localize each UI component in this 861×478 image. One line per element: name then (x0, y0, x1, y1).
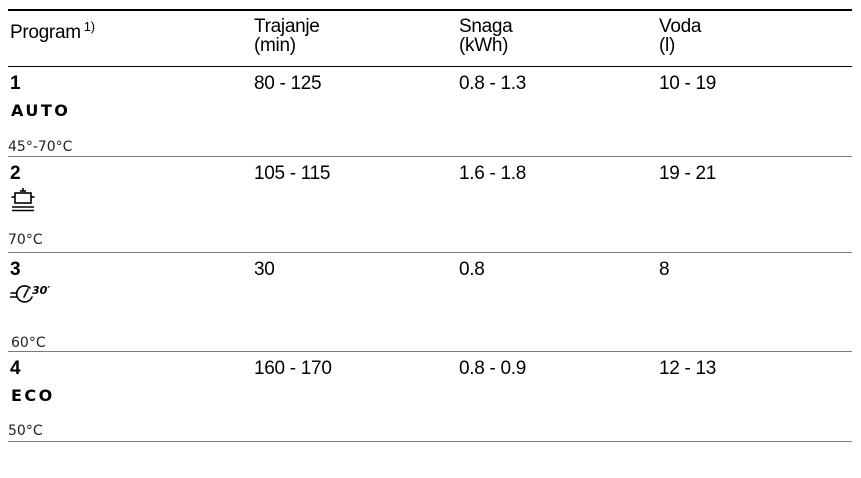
program-name-eco: ECO (11, 385, 55, 405)
header-program: Program 1) (8, 9, 252, 67)
duration-value: 160 - 170 (254, 357, 332, 379)
program-number: 4 (10, 357, 21, 379)
table-row: 2 70°C 1 (8, 156, 852, 253)
header-program-footnote: 1) (83, 19, 95, 34)
header-power: Snaga (kWh) (457, 9, 657, 67)
program-name-auto: AUTO (11, 100, 71, 120)
header-program-label: Program (10, 22, 81, 43)
table-row: 3 30′ 60°C 30 0.8 8 (8, 252, 852, 352)
power-value: 1.6 - 1.8 (459, 162, 527, 184)
program-table: Program 1) Trajanje (min) Snaga (kWh) Voda(… (8, 9, 852, 442)
svg-text:30′: 30′ (32, 284, 50, 297)
water-value: 12 - 13 (659, 357, 717, 379)
duration-value: 105 - 115 (254, 162, 331, 184)
program-temperature: 70°C (8, 231, 43, 248)
table-header-row: Program 1) Trajanje (min) Snaga (kWh) Voda(… (8, 9, 852, 67)
program-cell: 3 30′ 60°C (8, 252, 252, 352)
header-water: Voda (l) (657, 9, 852, 67)
header-power-label: Snaga (459, 16, 513, 37)
power-value: 0.8 - 0.9 (459, 357, 527, 379)
duration-value: 80 - 125 (254, 72, 322, 94)
duration-value: 30 (254, 258, 275, 280)
program-cell: 2 70°C (8, 156, 252, 253)
program-number: 3 (10, 258, 21, 280)
program-temperature: 50°C (8, 422, 43, 439)
header-duration-label: Trajanje (254, 16, 320, 37)
header-water-unit: (l) (659, 35, 675, 56)
header-duration: Trajanje (min) (252, 9, 457, 67)
quick-30-icon: 30′ (8, 279, 252, 315)
program-cell: 4 ECO 50°C (8, 351, 252, 442)
power-value: 0.8 (459, 258, 485, 280)
program-number: 2 (10, 162, 21, 184)
water-value: 19 - 21 (659, 162, 717, 184)
water-value: 10 - 19 (659, 72, 717, 94)
program-temperature: 45°-70°C (8, 138, 73, 155)
power-value: 0.8 - 1.3 (459, 72, 527, 94)
table-row: 1 AUTO 45°-70°C 80 - 125 0.8 - 1.3 10 - … (8, 66, 852, 157)
table-row: 4 ECO 50°C 160 - 170 0.8 - 0.9 12 - 13 (8, 351, 852, 442)
water-value: 8 (659, 258, 670, 280)
header-power-unit: (kWh) (459, 35, 509, 56)
header-water-label: Voda (659, 16, 702, 37)
program-cell: 1 AUTO 45°-70°C (8, 66, 252, 157)
program-temperature: 60°C (11, 334, 46, 351)
pot-plate-icon (8, 183, 252, 223)
header-duration-unit: (min) (254, 35, 296, 56)
program-number: 1 (10, 72, 21, 94)
